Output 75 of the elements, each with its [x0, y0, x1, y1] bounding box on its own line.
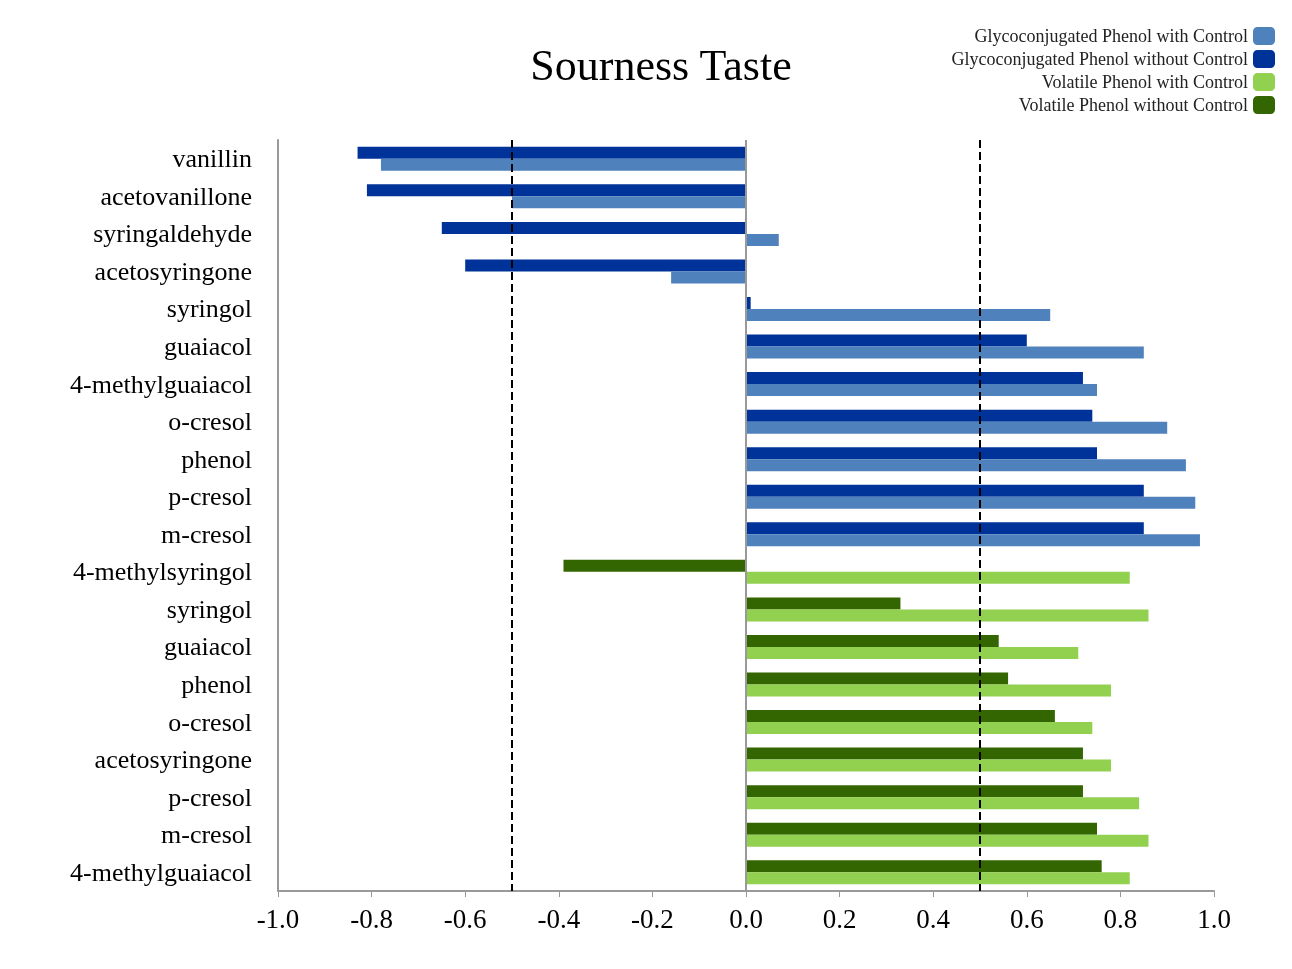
bar — [746, 609, 1149, 622]
x-tick-label: -0.8 — [350, 903, 393, 934]
x-tick-label: 1.0 — [1197, 903, 1231, 934]
y-tick-label: p-cresol — [168, 782, 252, 812]
bar — [512, 196, 746, 209]
bar — [746, 747, 1083, 760]
y-tick-label: 4-methylguaiacol — [70, 857, 252, 887]
legend-label: Volatile Phenol with Control — [1041, 72, 1248, 92]
bar — [746, 334, 1027, 347]
y-tick-label: syringaldehyde — [93, 219, 252, 249]
bar — [746, 534, 1200, 547]
legend-label: Volatile Phenol without Control — [1018, 95, 1248, 115]
chart-title: Sourness Taste — [530, 40, 792, 90]
y-tick-label: o-cresol — [168, 407, 252, 437]
bar — [441, 221, 746, 234]
x-tick-label: -0.6 — [443, 903, 487, 934]
bar — [671, 271, 746, 284]
y-tick-label: guaiacol — [163, 332, 252, 362]
y-tick-label: m-cresol — [161, 820, 252, 850]
bar — [746, 785, 1083, 798]
bar — [746, 684, 1112, 697]
x-tick-label: 0.0 — [729, 903, 763, 934]
bar — [380, 158, 746, 171]
bar — [746, 447, 1097, 460]
bar — [366, 184, 746, 197]
bar — [746, 872, 1130, 885]
bar — [746, 308, 1051, 321]
bar — [357, 146, 746, 159]
y-tick-label: acetosyringone — [94, 256, 252, 286]
y-tick-label: 4-methylguaiacol — [70, 369, 252, 399]
bar — [746, 672, 1009, 685]
bar — [746, 496, 1196, 509]
x-tick-label: -1.0 — [256, 903, 300, 934]
x-tick-label: 0.2 — [822, 903, 857, 934]
x-tick-label: 0.6 — [1009, 903, 1044, 934]
x-tick-label: 0.4 — [916, 903, 951, 934]
x-tick-label: 0.8 — [1103, 903, 1138, 934]
y-tick-label: syringol — [166, 594, 252, 624]
y-tick-label: guaiacol — [163, 632, 252, 662]
bar — [746, 372, 1083, 385]
bar — [746, 646, 1079, 659]
y-tick-label: m-cresol — [161, 519, 252, 549]
bar — [465, 259, 746, 272]
bar — [746, 233, 779, 246]
bar — [746, 421, 1168, 434]
bar — [746, 834, 1149, 847]
bar — [746, 597, 901, 610]
bar — [746, 522, 1144, 535]
bar — [746, 571, 1130, 584]
y-tick-label: phenol — [181, 444, 252, 474]
bar — [746, 346, 1144, 359]
bar — [563, 559, 746, 572]
bar — [746, 759, 1112, 772]
x-tick-label: -0.4 — [537, 903, 581, 934]
y-tick-label: 4-methylsyringol — [72, 557, 252, 587]
bar — [746, 710, 1055, 723]
bar — [746, 822, 1097, 835]
bar — [746, 484, 1144, 497]
y-tick-label: phenol — [181, 669, 252, 699]
bar — [746, 409, 1093, 422]
bar — [746, 459, 1186, 472]
y-tick-label: acetovanillone — [100, 181, 252, 211]
bar — [746, 384, 1097, 397]
y-tick-label: p-cresol — [168, 482, 252, 512]
legend-label: Glycoconjugated Phenol without Control — [951, 49, 1248, 69]
legend-label: Glycoconjugated Phenol with Control — [974, 26, 1248, 46]
bar — [746, 860, 1102, 873]
y-tick-label: syringol — [166, 294, 252, 324]
bar — [746, 797, 1140, 810]
y-tick-label: o-cresol — [168, 707, 252, 737]
bar — [746, 722, 1093, 735]
bar — [746, 634, 999, 647]
y-tick-label: acetosyringone — [94, 745, 252, 775]
x-tick-label: -0.2 — [631, 903, 674, 934]
y-tick-label: vanillin — [172, 144, 252, 174]
